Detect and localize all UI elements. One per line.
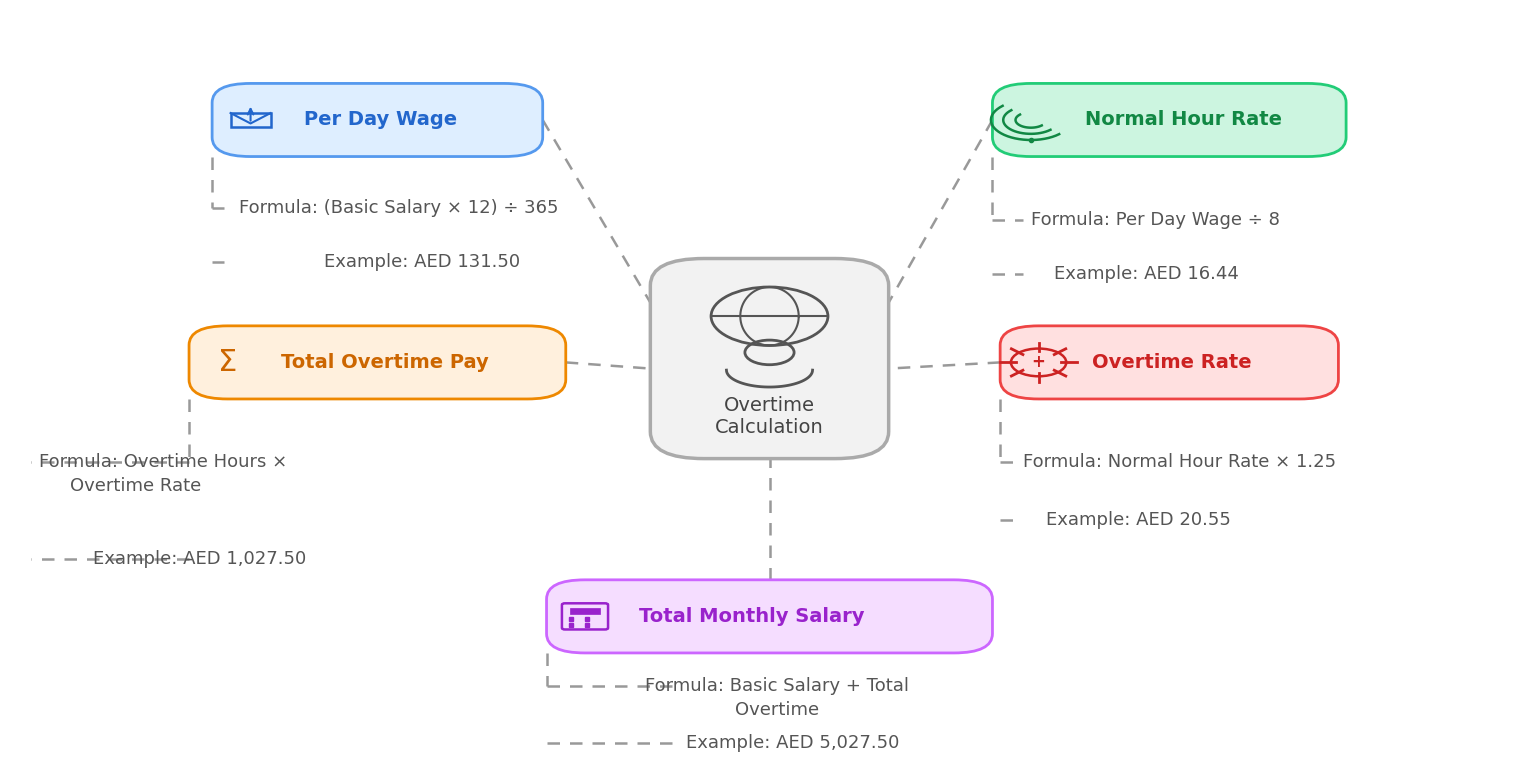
Text: Example: AED 131.50: Example: AED 131.50: [323, 254, 520, 271]
Text: Formula: Per Day Wage ÷ 8: Formula: Per Day Wage ÷ 8: [1031, 211, 1280, 229]
FancyBboxPatch shape: [651, 258, 888, 459]
Text: Normal Hour Rate: Normal Hour Rate: [1085, 110, 1282, 130]
Text: +: +: [1031, 353, 1045, 372]
Text: Formula: Basic Salary + Total: Formula: Basic Salary + Total: [645, 677, 910, 695]
FancyBboxPatch shape: [189, 326, 566, 399]
Text: Overtime: Overtime: [736, 702, 819, 719]
Text: Total Overtime Pay: Total Overtime Pay: [282, 353, 489, 372]
Text: Per Day Wage: Per Day Wage: [305, 110, 457, 130]
FancyBboxPatch shape: [569, 608, 600, 614]
FancyBboxPatch shape: [993, 83, 1347, 157]
Text: Overtime Rate: Overtime Rate: [1093, 353, 1253, 372]
Text: Overtime Rate: Overtime Rate: [69, 476, 202, 494]
Text: Overtime
Calculation: Overtime Calculation: [716, 396, 823, 437]
Text: Formula: (Basic Salary × 12) ÷ 365: Formula: (Basic Salary × 12) ÷ 365: [239, 200, 559, 217]
Text: Σ: Σ: [219, 348, 237, 377]
Text: Formula: Normal Hour Rate × 1.25: Formula: Normal Hour Rate × 1.25: [1023, 453, 1336, 471]
Text: Formula: Overtime Hours ×: Formula: Overtime Hours ×: [38, 453, 288, 471]
Text: Example: AED 5,027.50: Example: AED 5,027.50: [686, 734, 899, 752]
FancyBboxPatch shape: [1000, 326, 1339, 399]
Text: Example: AED 1,027.50: Example: AED 1,027.50: [92, 550, 306, 567]
Text: Example: AED 16.44: Example: AED 16.44: [1054, 265, 1239, 283]
FancyBboxPatch shape: [212, 83, 543, 157]
FancyBboxPatch shape: [546, 580, 993, 653]
Text: Total Monthly Salary: Total Monthly Salary: [639, 607, 865, 626]
Text: Example: AED 20.55: Example: AED 20.55: [1047, 511, 1231, 529]
